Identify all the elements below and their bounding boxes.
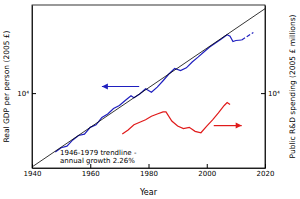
- chart: 1940 1960 1980 2000 2020 10⁴ 10⁴ 1946-1979 tren…: [0, 0, 300, 199]
- tick-mark: [32, 93, 36, 94]
- axis-line: [265, 6, 266, 169]
- tick-label: 2020: [257, 170, 275, 178]
- y-axis: 10⁴: [17, 6, 36, 169]
- series-line: [55, 35, 241, 152]
- tick-mark: [149, 164, 150, 168]
- tick: 10⁴: [261, 90, 280, 98]
- lines: [32, 9, 265, 167]
- tick-label: 1980: [140, 170, 158, 178]
- axis-line: [32, 6, 33, 169]
- tick-mark: [207, 164, 208, 168]
- series-line: [32, 9, 265, 167]
- tick-label: 2000: [198, 170, 216, 178]
- x-axis-title: Year: [139, 188, 158, 197]
- tick: 2000: [198, 164, 216, 178]
- x-axis: 1940 1960 1980 2000 2020: [24, 164, 275, 178]
- annotation: annual growth 2.26%: [60, 157, 135, 165]
- tick-mark: [261, 93, 265, 94]
- y2-axis: 10⁴: [261, 6, 280, 169]
- annotation: 1946-1979 trendline -: [60, 149, 137, 157]
- tick-label: 1960: [82, 170, 100, 178]
- arrow: [102, 84, 139, 90]
- y-axis-title: Real GDP per person (2005 £): [2, 30, 11, 142]
- tick: 10⁴: [17, 90, 36, 98]
- tick-label: 10⁴: [17, 90, 29, 98]
- tick: 1980: [140, 164, 158, 178]
- series-line: [122, 102, 230, 134]
- axis-line: [33, 168, 266, 169]
- plot-frame: [32, 5, 265, 168]
- arrow-head: [236, 123, 242, 129]
- arrow: [214, 123, 242, 129]
- tick: 1960: [82, 164, 100, 178]
- y2-axis-title: Public R&D spending (2005 £ millions): [288, 14, 297, 158]
- arrow-head: [102, 84, 108, 90]
- tick-label: 10⁴: [268, 90, 280, 98]
- tick-label: 1940: [24, 170, 42, 178]
- series-line: [242, 33, 254, 40]
